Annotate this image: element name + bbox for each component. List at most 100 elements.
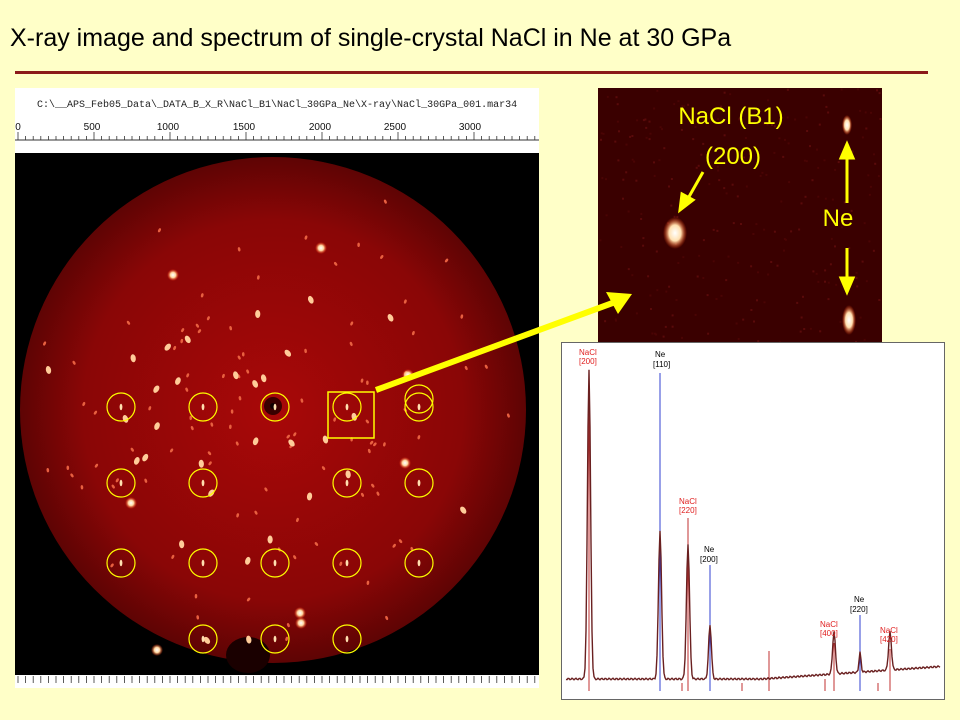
noise-speck (759, 174, 762, 177)
noise-speck (687, 103, 690, 106)
noise-speck (648, 138, 651, 141)
noise-speck (743, 156, 746, 159)
diffraction-spot (46, 468, 50, 473)
noise-speck (767, 273, 770, 276)
noise-speck (702, 142, 705, 145)
diffraction-spot (80, 485, 84, 490)
noise-speck (707, 332, 710, 335)
noise-speck (642, 237, 645, 240)
diffraction-spot (222, 373, 225, 379)
noise-speck (654, 332, 656, 335)
diffraction-spot (464, 365, 468, 371)
ruler-label: 2500 (384, 122, 407, 133)
noise-speck (696, 275, 699, 278)
nacl-b1-label: NaCl (B1) (678, 103, 783, 130)
noise-speck (616, 120, 619, 123)
reflection-marker-circle (332, 548, 362, 578)
bright-spot (167, 269, 179, 281)
noise-speck (647, 275, 650, 278)
selected-reflection-box[interactable] (327, 391, 375, 439)
noise-speck (732, 222, 735, 225)
reflection-markers (106, 384, 434, 654)
diffraction-spot (260, 374, 267, 383)
beam-stop-shadow (226, 637, 270, 673)
diffraction-spot (246, 635, 252, 644)
reflection-spot (273, 403, 277, 411)
diffraction-spot (288, 439, 295, 447)
diffraction-spot (360, 492, 364, 497)
reflection-spot (273, 635, 277, 643)
noise-speck (800, 316, 803, 319)
diffraction-spot (70, 473, 74, 478)
noise-speck (766, 123, 769, 126)
noise-speck (656, 289, 659, 292)
ruler-label: 0 (15, 122, 21, 133)
diffraction-spot (398, 539, 403, 544)
noise-speck (599, 239, 602, 242)
noise-speck (817, 280, 820, 283)
noise-speck (645, 126, 648, 129)
noise-speck (831, 198, 834, 201)
noise-speck (648, 120, 651, 123)
diffraction-spot (208, 461, 212, 466)
diffraction-spot (411, 330, 415, 336)
noise-speck (658, 159, 661, 162)
noise-speck (631, 158, 634, 161)
noise-speck (656, 89, 659, 92)
diffraction-spot (203, 636, 211, 644)
noise-speck (622, 197, 624, 200)
noise-speck (695, 166, 698, 169)
diffraction-spots (43, 199, 510, 656)
noise-speck (735, 322, 738, 325)
noise-speck (833, 219, 836, 222)
noise-speck (803, 159, 806, 162)
reflection-marker-circle (332, 392, 362, 422)
noise-speck (729, 93, 732, 96)
noise-speck (786, 88, 789, 91)
noise-speck (642, 244, 645, 247)
noise-speck (783, 238, 786, 240)
noise-speck (618, 130, 620, 133)
diffraction-spot (293, 432, 297, 437)
diffraction-spot (237, 247, 241, 252)
noise-speck (757, 340, 760, 343)
diffraction-spot (130, 354, 136, 363)
diffraction-spot (380, 255, 384, 259)
peak-label-nacl-220: NaCl (679, 497, 697, 506)
diffraction-spot (169, 448, 174, 453)
noise-speck (873, 153, 875, 156)
diffraction-spot (157, 228, 161, 233)
noise-speck (633, 160, 636, 163)
noise-speck (819, 330, 822, 333)
bright-spot (315, 242, 327, 254)
diffraction-spot (235, 441, 239, 446)
title-divider (15, 71, 928, 74)
peak-label-ne-220: Ne (854, 595, 865, 604)
noise-speck (750, 265, 753, 268)
noise-speck (755, 223, 758, 226)
reflection-spot (345, 559, 349, 567)
diffraction-spot (350, 321, 354, 326)
diffraction-spot (345, 470, 351, 479)
diffraction-spot (444, 258, 449, 263)
ne-spot-upper (842, 115, 852, 135)
diffraction-spot (367, 448, 371, 454)
noise-speck (627, 210, 630, 213)
noise-speck (869, 185, 872, 188)
noise-speck (602, 132, 605, 135)
noise-speck (606, 95, 609, 98)
noise-speck (773, 125, 776, 128)
noise-speck (725, 279, 728, 282)
noise-speck (847, 274, 850, 277)
noise-speck (878, 92, 881, 95)
bottom-ruler (17, 676, 536, 683)
diffraction-spot (351, 412, 357, 421)
diffraction-spot (286, 434, 290, 439)
reflection-spot (417, 403, 421, 411)
diffraction-spot (322, 435, 329, 444)
noise-speck (748, 153, 751, 155)
noise-speck (870, 111, 872, 114)
xray-file-path: C:\__APS_Feb05_Data\_DATA_B_X_R\NaCl_B1\… (37, 100, 518, 111)
noise-speck (650, 308, 652, 310)
noise-speck (803, 328, 806, 330)
